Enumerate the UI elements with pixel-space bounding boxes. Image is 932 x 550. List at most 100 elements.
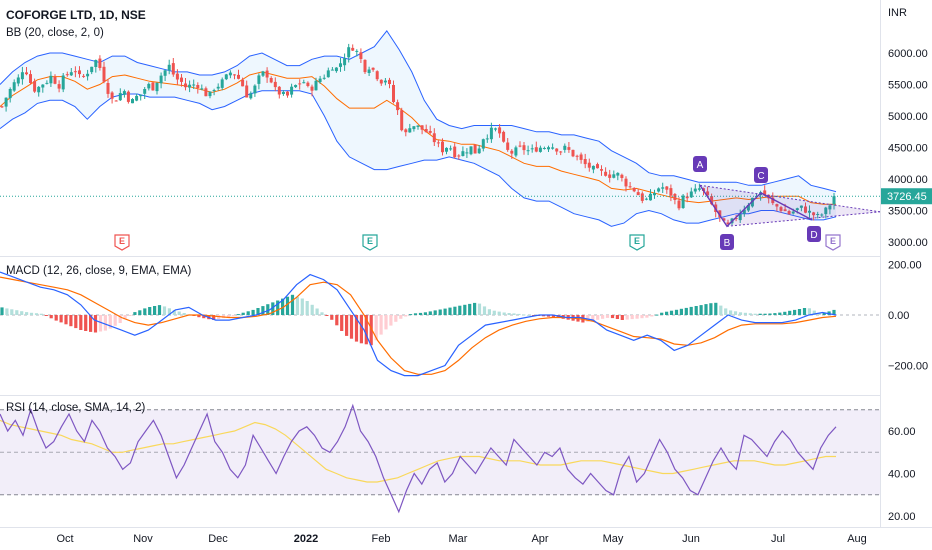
candle-body[interactable] <box>547 147 550 150</box>
macd-histogram-bar[interactable] <box>635 315 639 319</box>
macd-histogram-bar[interactable] <box>669 310 674 315</box>
macd-histogram-bar[interactable] <box>295 296 299 315</box>
candle-body[interactable] <box>175 73 179 80</box>
candle-body[interactable] <box>481 139 485 149</box>
macd-histogram-bar[interactable] <box>551 315 555 318</box>
candle-body[interactable] <box>233 74 236 76</box>
candle-body[interactable] <box>53 76 57 84</box>
macd-histogram-bar[interactable] <box>591 315 595 321</box>
macd-histogram-bar[interactable] <box>463 304 467 315</box>
macd-histogram-bar[interactable] <box>49 315 53 319</box>
candle-body[interactable] <box>41 84 45 88</box>
candle-body[interactable] <box>489 127 493 140</box>
macd-histogram-bar[interactable] <box>389 315 393 326</box>
candle-body[interactable] <box>49 75 53 84</box>
macd-histogram-bar[interactable] <box>276 300 280 316</box>
macd-histogram-bar[interactable] <box>256 308 260 315</box>
macd-histogram-bar[interactable] <box>261 306 265 315</box>
candle-body[interactable] <box>45 82 49 84</box>
candle-body[interactable] <box>135 95 139 101</box>
candle-body[interactable] <box>628 186 632 188</box>
candle-body[interactable] <box>763 190 767 196</box>
candle-body[interactable] <box>624 178 628 187</box>
macd-histogram-bar[interactable] <box>103 315 107 331</box>
candle-body[interactable] <box>485 138 489 140</box>
candle-body[interactable] <box>82 75 86 77</box>
earnings-marker[interactable]: E <box>362 234 378 251</box>
candle-body[interactable] <box>269 78 273 83</box>
macd-histogram-bar[interactable] <box>44 315 48 316</box>
macd-histogram-bar[interactable] <box>241 312 245 315</box>
candle-body[interactable] <box>591 165 595 170</box>
macd-histogram-bar[interactable] <box>802 308 807 315</box>
candle-body[interactable] <box>277 86 281 95</box>
candle-body[interactable] <box>57 84 61 89</box>
candle-body[interactable] <box>306 82 310 86</box>
macd-histogram-bar[interactable] <box>443 308 447 315</box>
candle-body[interactable] <box>816 214 820 215</box>
candle-body[interactable] <box>200 88 204 90</box>
candle-body[interactable] <box>155 82 159 92</box>
rsi-line[interactable] <box>0 403 837 514</box>
candle-body[interactable] <box>808 210 811 213</box>
candle-body[interactable] <box>151 82 155 91</box>
candle-body[interactable] <box>799 205 803 208</box>
macd-histogram-bar[interactable] <box>625 315 629 320</box>
candle-body[interactable] <box>322 77 326 79</box>
candle-body[interactable] <box>131 99 134 104</box>
macd-histogram-bar[interactable] <box>783 311 787 315</box>
candle-body[interactable] <box>551 147 555 149</box>
macd-histogram-bar[interactable] <box>812 310 816 315</box>
macd-histogram-bar[interactable] <box>733 311 738 315</box>
macd-histogram-bar[interactable] <box>10 309 14 315</box>
macd-histogram-bar[interactable] <box>615 315 619 319</box>
macd-histogram-bar[interactable] <box>315 308 319 316</box>
candle-body[interactable] <box>636 192 640 196</box>
candle-body[interactable] <box>542 148 546 149</box>
macd-histogram-bar[interactable] <box>487 309 491 315</box>
macd-histogram-bar[interactable] <box>89 315 93 332</box>
candle-body[interactable] <box>184 83 187 88</box>
macd-histogram-bar[interactable] <box>586 315 590 322</box>
candle-body[interactable] <box>359 52 363 59</box>
candle-body[interactable] <box>110 92 114 99</box>
candle-body[interactable] <box>25 72 28 75</box>
candle-body[interactable] <box>669 188 673 196</box>
macd-histogram-bar[interactable] <box>601 315 605 319</box>
candle-body[interactable] <box>428 131 432 133</box>
macd-histogram-bar[interactable] <box>822 312 826 315</box>
candle-body[interactable] <box>534 147 538 152</box>
candle-body[interactable] <box>722 218 726 221</box>
candle-body[interactable] <box>726 222 730 225</box>
candle-body[interactable] <box>294 85 298 88</box>
candle-body[interactable] <box>510 150 514 154</box>
candle-body[interactable] <box>37 86 41 93</box>
candle-body[interactable] <box>473 144 477 154</box>
candle-body[interactable] <box>375 71 379 80</box>
candle-body[interactable] <box>330 69 334 71</box>
candle-body[interactable] <box>318 78 322 83</box>
macd-histogram-bar[interactable] <box>438 309 442 316</box>
candle-body[interactable] <box>241 79 245 87</box>
candle-body[interactable] <box>449 148 453 150</box>
candle-body[interactable] <box>216 86 220 89</box>
macd-histogram-bar[interactable] <box>743 312 747 315</box>
pattern-point-d[interactable]: D <box>807 226 821 242</box>
macd-histogram-bar[interactable] <box>409 314 413 316</box>
macd-histogram-bar[interactable] <box>763 313 767 315</box>
candle-body[interactable] <box>620 174 624 178</box>
candle-body[interactable] <box>167 64 171 71</box>
macd-histogram-bar[interactable] <box>596 315 600 320</box>
candle-body[interactable] <box>12 82 16 91</box>
macd-histogram-bar[interactable] <box>59 315 63 323</box>
candle-body[interactable] <box>290 86 294 95</box>
candle-body[interactable] <box>212 90 216 91</box>
macd-histogram-bar[interactable] <box>197 315 201 318</box>
candle-body[interactable] <box>347 47 351 58</box>
candle-body[interactable] <box>612 174 616 178</box>
macd-histogram-bar[interactable] <box>369 315 373 346</box>
candle-body[interactable] <box>575 155 579 157</box>
macd-histogram-bar[interactable] <box>202 315 206 319</box>
macd-histogram-bar[interactable] <box>778 312 782 315</box>
macd-histogram-bar[interactable] <box>108 315 112 329</box>
